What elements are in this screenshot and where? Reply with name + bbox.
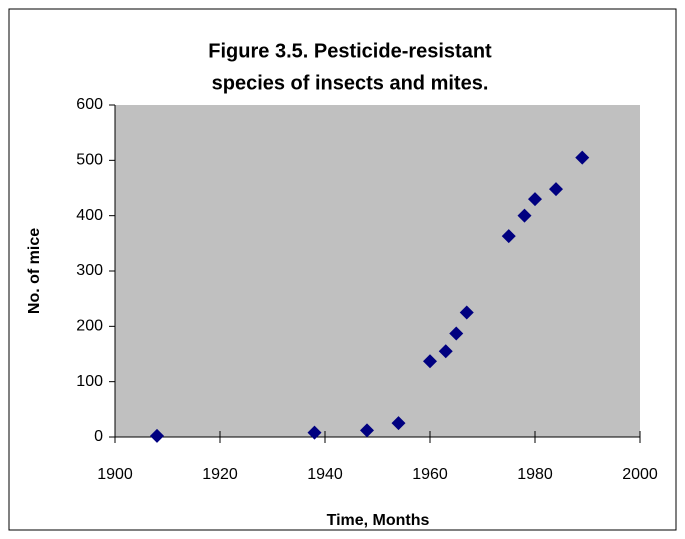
point xyxy=(391,416,406,431)
point xyxy=(360,423,374,438)
x-tick-label: 1980 xyxy=(517,466,553,483)
point xyxy=(549,182,563,197)
point xyxy=(438,344,453,359)
point xyxy=(449,326,464,341)
point xyxy=(423,354,437,369)
x-tick-label: 2000 xyxy=(622,466,658,483)
point xyxy=(517,208,532,223)
x-tick-label: 1920 xyxy=(202,466,238,483)
plot-area xyxy=(115,105,640,437)
point xyxy=(459,305,474,320)
x-tick-label: 1960 xyxy=(412,466,448,483)
chart-title: Figure 3.5. Pesticide-resistant xyxy=(208,40,492,62)
y-tick-label: 300 xyxy=(76,262,103,279)
point xyxy=(150,428,164,443)
point xyxy=(307,425,322,440)
y-axis-title: No. of mice xyxy=(26,228,43,314)
x-axis-title: Time, Months xyxy=(327,512,430,529)
x-tick-label: 1940 xyxy=(307,466,343,483)
x-tick-label: 1900 xyxy=(97,466,133,483)
y-tick-label: 200 xyxy=(76,318,103,335)
point xyxy=(575,150,590,165)
y-tick-label: 500 xyxy=(76,152,103,169)
y-tick-label: 100 xyxy=(76,373,103,390)
y-tick-label: 600 xyxy=(76,96,103,113)
chart-title: species of insects and mites. xyxy=(212,72,489,94)
point xyxy=(501,229,516,244)
point xyxy=(528,192,542,207)
y-tick-label: 0 xyxy=(94,428,103,445)
y-tick-label: 400 xyxy=(76,207,103,224)
